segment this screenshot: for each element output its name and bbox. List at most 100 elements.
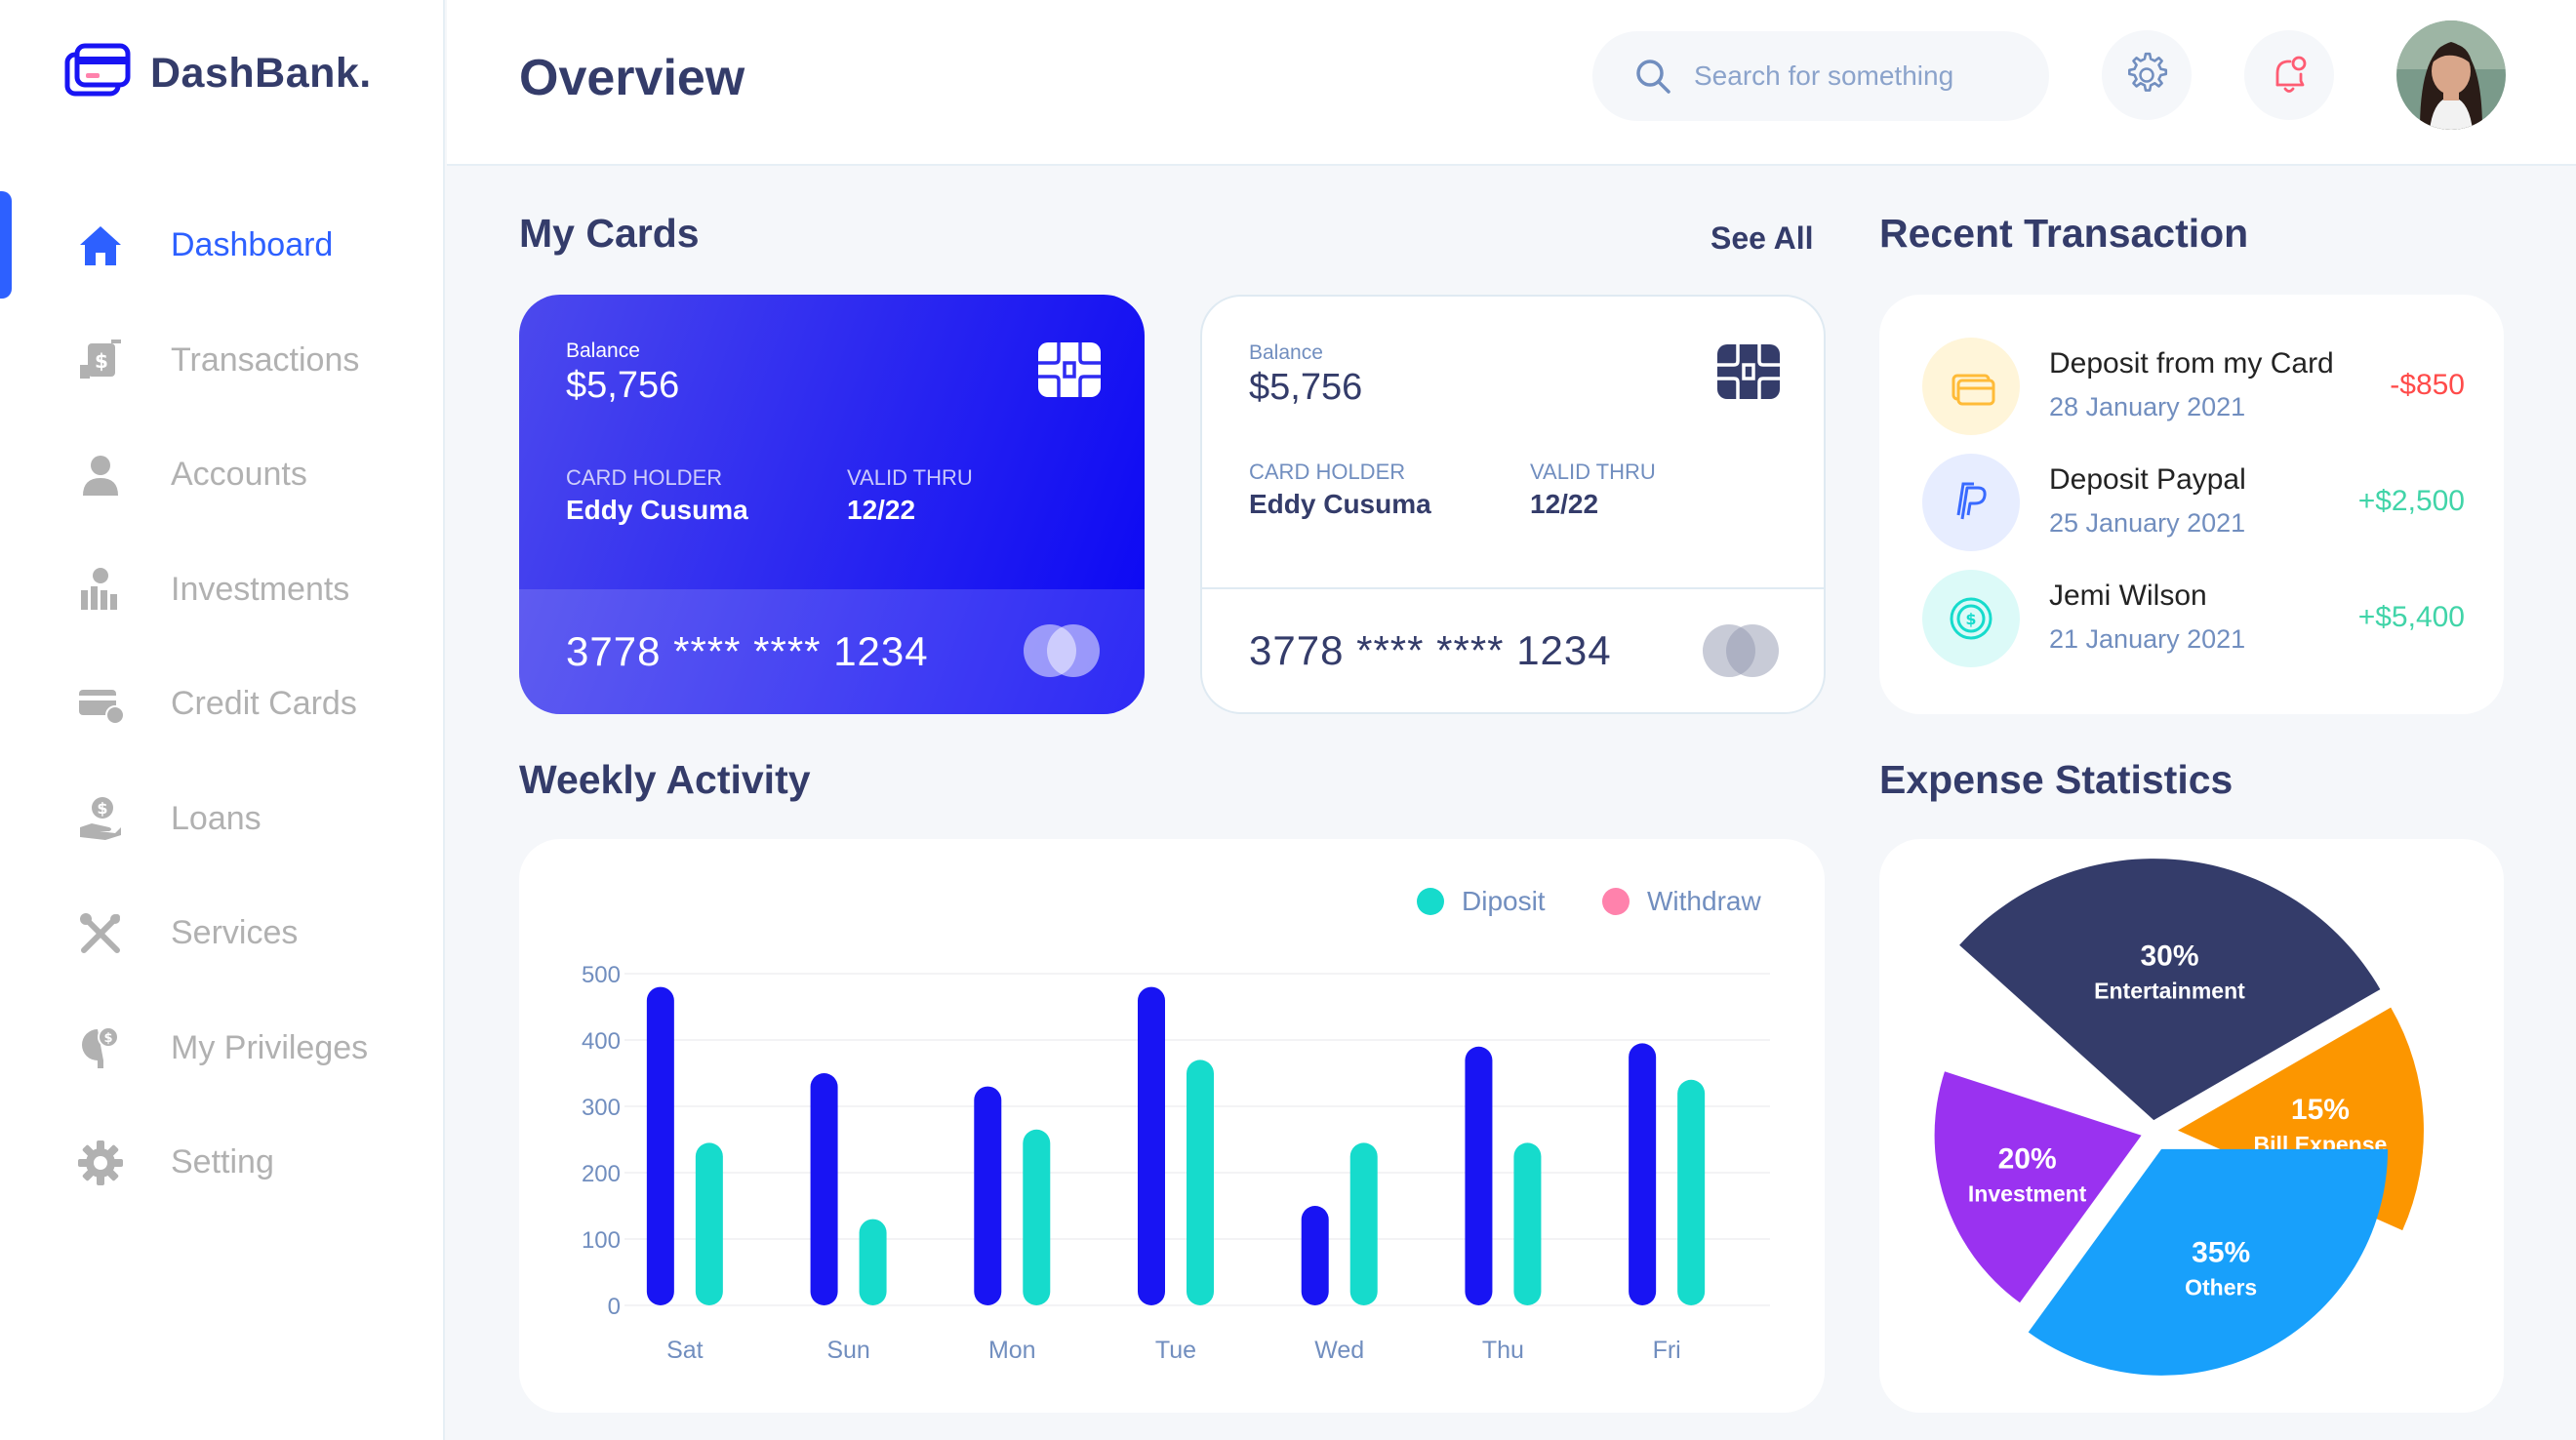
svg-text:$: $ (1965, 610, 1976, 628)
bar-diposit[interactable] (1513, 1142, 1542, 1305)
card-holder-label: CARD HOLDER (1249, 460, 1406, 484)
transaction-date: 25 January 2021 (2049, 508, 2246, 538)
legend-item-withdraw: Withdraw (1602, 886, 1761, 917)
notifications-button[interactable] (2244, 30, 2334, 120)
svg-text:$: $ (97, 799, 107, 818)
card-network-icon (1703, 624, 1779, 677)
avatar-image (2396, 20, 2506, 130)
legend-dot (1417, 888, 1444, 915)
sidebar-item-label: Loans (171, 799, 262, 837)
card-holder-name: Eddy Cusuma (1249, 489, 1431, 519)
sidebar-item-loans[interactable]: $ Loans (0, 762, 445, 877)
bar-withdraw[interactable] (646, 986, 674, 1305)
search-bar[interactable] (1592, 31, 2049, 121)
pie-percent-label: 20% (1998, 1143, 2057, 1176)
bar-withdraw[interactable] (810, 1073, 838, 1305)
bell-icon (2275, 56, 2307, 93)
transaction-amount: +$5,400 (2357, 601, 2465, 633)
recent-transaction-panel: Deposit from my Card 28 January 2021 -$8… (1879, 295, 2504, 714)
y-tick-label: 0 (608, 1294, 621, 1320)
transaction-row[interactable]: $ Jemi Wilson 21 January 2021 +$5,400 (1922, 570, 2465, 667)
transaction-amount: -$850 (2390, 369, 2465, 401)
sidebar-item-label: Transactions (171, 340, 360, 379)
top-header: Overview (447, 0, 2576, 166)
chip-icon (1038, 342, 1101, 397)
y-tick-label: 300 (582, 1095, 621, 1121)
sidebar-item-setting[interactable]: Setting (0, 1105, 445, 1220)
econometrics-icon: $ (73, 1020, 128, 1075)
valid-thru-label: VALID THRU (1530, 460, 1656, 484)
sidebar-item-investments[interactable]: Investments (0, 533, 445, 648)
pie-percent-label: 30% (2140, 940, 2198, 972)
page-title: Overview (519, 50, 745, 106)
app-logo[interactable]: DashBank. (64, 43, 372, 103)
bar-diposit[interactable] (859, 1219, 887, 1305)
expense-statistics-panel: 30% Entertainment 15% Bill Expense 35% Others… (1879, 839, 2504, 1413)
bar-diposit[interactable] (1187, 1060, 1214, 1305)
balance-label: Balance (1249, 341, 1323, 364)
transaction-date: 21 January 2021 (2049, 624, 2246, 654)
settings-button[interactable] (2102, 30, 2192, 120)
bar-withdraw[interactable] (1138, 986, 1165, 1305)
sidebar-item-transactions[interactable]: $ Transactions (0, 303, 445, 419)
pie-category-label: Entertainment (2094, 978, 2245, 1003)
bar-diposit[interactable] (1677, 1079, 1706, 1305)
bar-withdraw[interactable] (974, 1086, 1002, 1305)
y-tick-label: 400 (582, 1028, 621, 1055)
pie-slice-others[interactable] (2028, 1148, 2389, 1376)
pie-percent-label: 35% (2192, 1237, 2250, 1269)
user-avatar[interactable] (2396, 20, 2506, 130)
pie-category-label: Investment (1968, 1181, 2087, 1207)
legend-label: Withdraw (1647, 886, 1761, 916)
see-all-link[interactable]: See All (1711, 220, 1814, 256)
credit-card-secondary[interactable]: Balance $5,756 CARD HOLDER Eddy Cusuma V… (1200, 295, 1826, 714)
bar-diposit[interactable] (1023, 1129, 1051, 1305)
y-tick-label: 500 (582, 962, 621, 988)
expense-statistics-title: Expense Statistics (1879, 757, 2234, 802)
card-icon (1922, 338, 2020, 435)
bar-withdraw[interactable] (1301, 1206, 1329, 1305)
sidebar-item-accounts[interactable]: Accounts (0, 418, 445, 533)
bar-withdraw[interactable] (1465, 1046, 1493, 1305)
weekly-activity-panel: 0 100 200 300 400 500 Sat Sun Mon Tue Wed Thu Fri (519, 839, 1825, 1413)
sidebar-item-services[interactable]: Services (0, 876, 445, 991)
pie-slice-investment[interactable] (1934, 1071, 2142, 1303)
legend-label: Diposit (1462, 886, 1546, 916)
card-number-strip: 3778 **** **** 1234 (519, 589, 1145, 714)
transaction-row[interactable]: Deposit Paypal 25 January 2021 +$2,500 (1922, 454, 2465, 551)
gear-icon (2128, 52, 2168, 92)
balance-value: $5,756 (566, 365, 680, 406)
sidebar-item-credit-cards[interactable]: Credit Cards (0, 647, 445, 762)
loan-icon: $ (73, 791, 128, 846)
paypal-icon (1922, 454, 2020, 551)
transaction-row[interactable]: Deposit from my Card 28 January 2021 -$8… (1922, 338, 2465, 435)
settings-solid-icon (73, 1136, 128, 1190)
bar-diposit[interactable] (695, 1142, 723, 1305)
app-name: DashBank. (150, 49, 372, 97)
card-number: 3778 **** **** 1234 (1249, 627, 1612, 673)
credit-card-primary[interactable]: Balance $5,756 CARD HOLDER Eddy Cusuma V… (519, 295, 1145, 714)
card-number: 3778 **** **** 1234 (566, 628, 929, 674)
transfer-icon: $ (73, 333, 128, 387)
chip-icon (1717, 344, 1780, 399)
x-tick-label: Sat (666, 1337, 704, 1364)
svg-text:$: $ (103, 1031, 112, 1046)
sidebar-item-label: Accounts (171, 456, 307, 494)
transaction-date: 28 January 2021 (2049, 392, 2246, 421)
transaction-amount: +$2,500 (2357, 485, 2465, 517)
sidebar-item-label: Credit Cards (171, 685, 357, 723)
sidebar-item-dashboard[interactable]: Dashboard (0, 188, 445, 303)
valid-thru-value: 12/22 (847, 495, 916, 525)
legend-item-deposit: Diposit (1417, 886, 1546, 917)
x-tick-label: Sun (826, 1337, 869, 1364)
pie-slice-entertainment[interactable] (1959, 859, 2381, 1121)
economic-investment-icon (73, 562, 128, 617)
x-tick-label: Wed (1314, 1337, 1364, 1364)
bar-withdraw[interactable] (1629, 1043, 1657, 1305)
bar-diposit[interactable] (1349, 1142, 1378, 1305)
search-input[interactable] (1694, 60, 2016, 92)
balance-label: Balance (566, 340, 640, 362)
x-tick-label: Mon (988, 1337, 1036, 1364)
sidebar-item-my-privileges[interactable]: $ My Privileges (0, 991, 445, 1106)
